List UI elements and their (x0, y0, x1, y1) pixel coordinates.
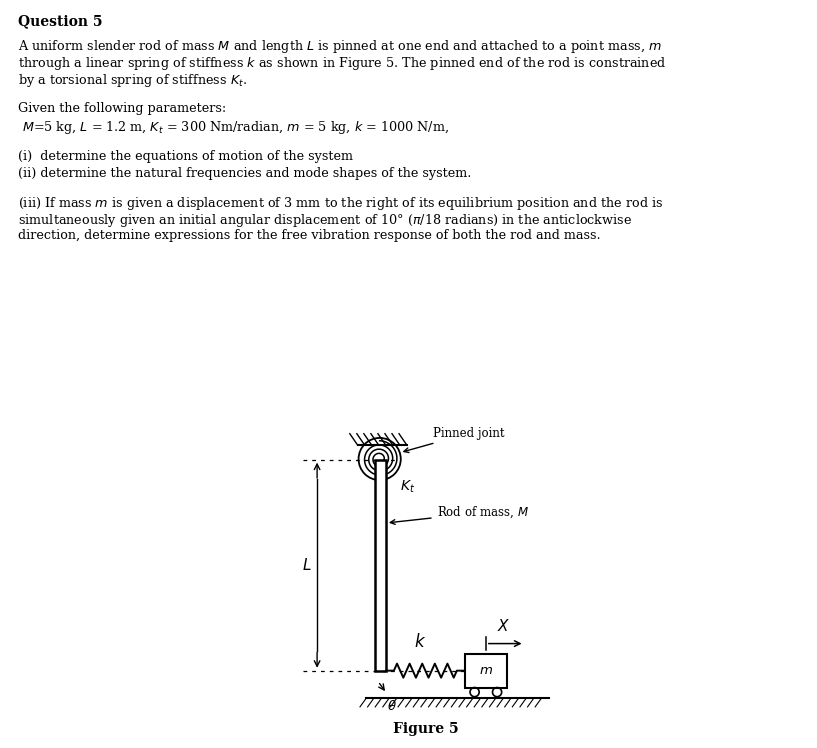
Bar (375, 460, 386, 671)
Text: $k$: $k$ (414, 634, 426, 652)
Text: through a linear spring of stiffness $k$ as shown in Figure 5. The pinned end of: through a linear spring of stiffness $k$… (18, 55, 667, 72)
Text: $M$=5 kg, $L$ = 1.2 m, $K_t$ = 300 Nm/radian, $m$ = 5 kg, $k$ = 1000 N/m,: $M$=5 kg, $L$ = 1.2 m, $K_t$ = 300 Nm/ra… (18, 119, 449, 136)
Text: $\theta$: $\theta$ (387, 699, 397, 713)
Text: Question 5: Question 5 (18, 14, 102, 28)
Bar (465, 654, 507, 687)
Text: $L$: $L$ (302, 557, 312, 573)
Text: direction, determine expressions for the free vibration response of both the rod: direction, determine expressions for the… (18, 229, 600, 242)
Text: (iii) If mass $m$ is given a displacement of 3 mm to the right of its equilibriu: (iii) If mass $m$ is given a displacemen… (18, 195, 663, 212)
Text: $X$: $X$ (497, 618, 510, 634)
Text: (i)  determine the equations of motion of the system: (i) determine the equations of motion of… (18, 150, 353, 163)
Text: Given the following parameters:: Given the following parameters: (18, 102, 226, 115)
Text: by a torsional spring of stiffness $K_t$.: by a torsional spring of stiffness $K_t$… (18, 72, 247, 89)
Text: Pinned joint: Pinned joint (404, 427, 505, 453)
Text: $K_t$: $K_t$ (400, 479, 415, 495)
Text: (ii) determine the natural frequencies and mode shapes of the system.: (ii) determine the natural frequencies a… (18, 167, 471, 180)
Text: Figure 5: Figure 5 (393, 722, 459, 736)
Text: simultaneously given an initial angular displacement of 10° ($\pi$/18 radians) i: simultaneously given an initial angular … (18, 212, 632, 229)
Text: A uniform slender rod of mass $M$ and length $L$ is pinned at one end and attach: A uniform slender rod of mass $M$ and le… (18, 38, 662, 55)
Text: $m$: $m$ (479, 664, 493, 678)
Text: Rod of mass, $M$: Rod of mass, $M$ (391, 505, 529, 524)
